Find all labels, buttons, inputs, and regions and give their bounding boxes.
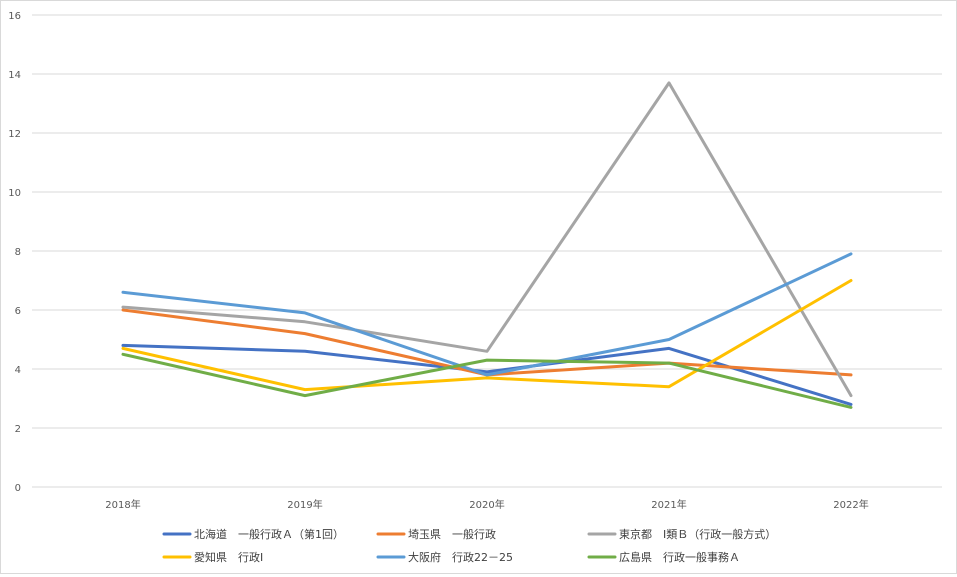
legend-item: 北海道 一般行政Ａ（第1回） [162, 527, 344, 541]
legend: 北海道 一般行政Ａ（第1回） 埼玉県 一般行政 東京都 Ⅰ類Ｂ（行政一般方式） 愛知県… [162, 527, 776, 564]
x-tick-label: 2021年 [651, 498, 686, 511]
legend-item: 広島県 行政一般事務Ａ [587, 550, 740, 564]
series-line-5 [121, 252, 853, 377]
x-tick-label: 2019年 [287, 498, 322, 511]
series-line-2 [121, 308, 853, 377]
legend-label: 埼玉県 一般行政 [408, 527, 496, 541]
y-tick-label: 10 [8, 188, 21, 199]
series-line-4 [121, 279, 853, 392]
y-tick-label: 12 [8, 129, 21, 140]
x-axis: 2018年 2019年 2020年 2021年 2022年 [105, 498, 868, 511]
y-tick-label: 8 [15, 247, 21, 258]
gridlines [32, 14, 942, 488]
x-tick-label: 2018年 [105, 498, 140, 511]
y-axis: 0 2 4 6 8 10 12 14 16 [8, 11, 21, 494]
legend-label: 愛知県 行政Ⅰ [194, 550, 263, 564]
legend-item: 埼玉県 一般行政 [376, 527, 496, 541]
legend-label: 北海道 一般行政Ａ（第1回） [194, 527, 344, 541]
series-line-6 [121, 352, 853, 409]
series-lines [121, 81, 853, 409]
legend-item: 愛知県 行政Ⅰ [162, 550, 263, 564]
y-tick-label: 16 [8, 11, 21, 22]
legend-item: 大阪府 行政22－25 [376, 550, 513, 564]
legend-item: 東京都 Ⅰ類Ｂ（行政一般方式） [587, 527, 776, 541]
y-tick-label: 2 [15, 424, 21, 435]
y-tick-label: 4 [15, 365, 21, 376]
legend-label: 広島県 行政一般事務Ａ [619, 550, 740, 564]
y-tick-label: 14 [8, 70, 21, 81]
y-tick-label: 0 [15, 483, 21, 494]
y-tick-label: 6 [15, 306, 21, 317]
x-tick-label: 2020年 [469, 498, 504, 511]
x-tick-label: 2022年 [833, 498, 868, 511]
legend-label: 大阪府 行政22－25 [408, 550, 513, 564]
legend-label: 東京都 Ⅰ類Ｂ（行政一般方式） [619, 527, 776, 541]
series-line-3 [121, 81, 853, 398]
